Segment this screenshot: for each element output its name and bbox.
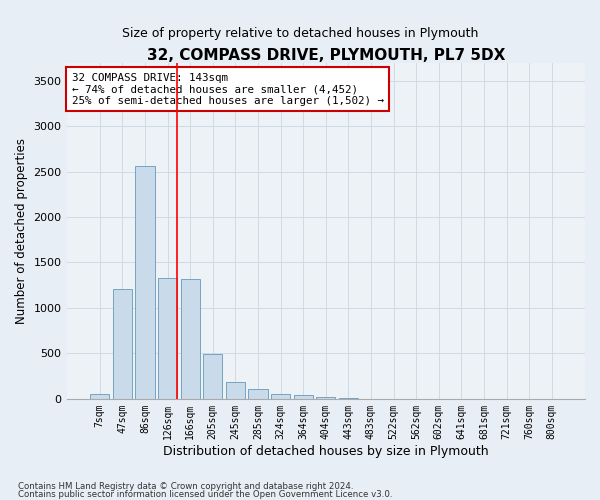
Bar: [293, 396, 313, 399]
Bar: [226, 382, 245, 399]
Bar: [113, 289, 132, 399]
Bar: [181, 279, 200, 399]
X-axis label: Distribution of detached houses by size in Plymouth: Distribution of detached houses by size …: [163, 444, 488, 458]
Bar: [248, 389, 268, 399]
Text: Contains public sector information licensed under the Open Government Licence v3: Contains public sector information licen…: [18, 490, 392, 499]
Title: 32, COMPASS DRIVE, PLYMOUTH, PL7 5DX: 32, COMPASS DRIVE, PLYMOUTH, PL7 5DX: [146, 48, 505, 62]
Bar: [158, 278, 177, 399]
Text: 32 COMPASS DRIVE: 143sqm
← 74% of detached houses are smaller (4,452)
25% of sem: 32 COMPASS DRIVE: 143sqm ← 74% of detach…: [72, 72, 384, 106]
Bar: [203, 354, 223, 399]
Bar: [136, 166, 155, 399]
Bar: [271, 394, 290, 399]
Y-axis label: Number of detached properties: Number of detached properties: [15, 138, 28, 324]
Text: Size of property relative to detached houses in Plymouth: Size of property relative to detached ho…: [122, 28, 478, 40]
Bar: [90, 394, 109, 399]
Bar: [316, 397, 335, 399]
Text: Contains HM Land Registry data © Crown copyright and database right 2024.: Contains HM Land Registry data © Crown c…: [18, 482, 353, 491]
